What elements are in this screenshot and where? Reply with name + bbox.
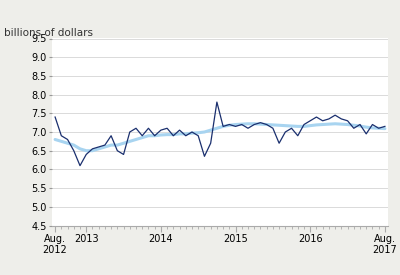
Text: billions of dollars: billions of dollars <box>4 28 93 37</box>
